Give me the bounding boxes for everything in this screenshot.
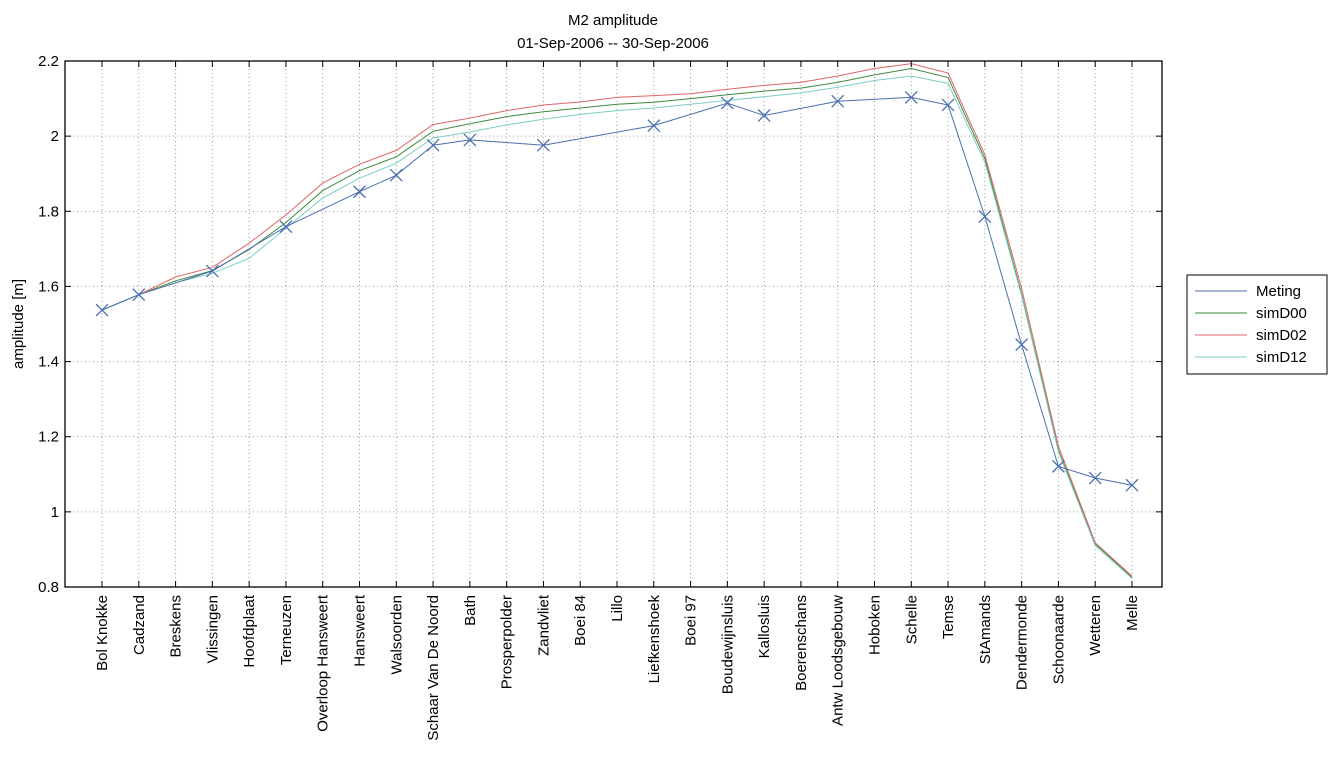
data-point-Meting (463, 133, 477, 147)
data-point-Meting (353, 185, 366, 199)
x-tick-label: Boerenschans (793, 595, 810, 691)
marker-stroke (536, 138, 550, 152)
marker-stroke (279, 220, 293, 234)
data-point-Meting (205, 264, 219, 278)
y-tick-label: 1.2 (38, 429, 59, 446)
y-tick-label: 1 (51, 504, 59, 521)
marker-stroke (132, 288, 146, 302)
data-point-Meting (831, 94, 845, 108)
x-tick-label: Liefkenshoek (646, 595, 663, 684)
y-axis-ticks: 0.8 1 1.2 1.4 1.6 1.8 2 2.2 (38, 53, 1162, 596)
x-tick-label: Cadzand (131, 595, 148, 655)
marker-stroke (426, 138, 440, 152)
x-tick-label: Schelle (903, 595, 920, 644)
marker-stroke (463, 133, 477, 147)
x-tick-label: Wetteren (1087, 595, 1104, 656)
legend-label-simD00: simD00 (1256, 305, 1307, 322)
x-tick-label: Hansweert (352, 594, 369, 667)
marker-stroke (904, 90, 918, 104)
x-tick-label: Vlissingen (204, 595, 221, 663)
x-tick-label: Boei 97 (683, 595, 700, 646)
legend: Meting simD00 simD02 simD12 (1186, 274, 1328, 375)
marker-stroke (389, 168, 403, 182)
marker-stroke (1088, 471, 1102, 485)
data-point-Meting (941, 98, 955, 112)
chart-subtitle: 01-Sep-2006 -- 30-Sep-2006 (517, 35, 709, 52)
data-point-Meting (904, 90, 918, 104)
marker-stroke (1125, 478, 1139, 492)
x-tick-label: Prosperpolder (499, 595, 516, 689)
x-tick-label: Terneuzen (278, 595, 295, 665)
x-tick-label: Overloop Hansweert (315, 594, 332, 732)
x-tick-label: StAmands (977, 595, 994, 664)
legend-label-simD02: simD02 (1256, 327, 1307, 344)
y-tick-label: 1.4 (38, 354, 59, 371)
data-point-Meting (95, 303, 109, 317)
series-lines (101, 63, 1133, 579)
data-point-Meting (536, 138, 550, 152)
data-point-Meting (1088, 471, 1102, 485)
y-axis-label: amplitude [m] (10, 279, 27, 369)
marker-stroke (720, 96, 734, 110)
series-line-simD12 (101, 75, 1133, 579)
x-tick-label: Bol Knokke (94, 595, 111, 671)
data-point-Meting (389, 168, 403, 182)
x-tick-label: Antw Loodsgebouw (830, 595, 847, 726)
series-line-simD02 (101, 63, 1133, 577)
data-point-Meting (757, 109, 771, 122)
y-tick-label: 0.8 (38, 579, 59, 596)
grid-lines (65, 61, 1162, 587)
x-tick-label: Breskens (168, 595, 185, 658)
chart-title: M2 amplitude (568, 12, 658, 29)
plot-frame (64, 60, 1163, 588)
marker-stroke (205, 264, 219, 278)
data-point-Meting (279, 220, 293, 234)
y-tick-label: 1.6 (38, 278, 59, 295)
data-point-Meting (1015, 338, 1029, 352)
series-line-Meting (101, 96, 1133, 486)
legend-label-simD12: simD12 (1256, 349, 1307, 366)
y-tick-label: 2 (51, 128, 59, 145)
data-point-Meting (1125, 478, 1139, 492)
marker-stroke (353, 185, 366, 199)
marker-stroke (1015, 338, 1029, 352)
x-tick-label: Zandvliet (535, 594, 552, 656)
x-axis-ticks: Bol Knokke Cadzand Breskens Vlissingen Hoofd… (94, 61, 1141, 741)
x-tick-label: Schoonaarde (1050, 595, 1067, 684)
data-point-Meting (132, 288, 146, 302)
y-tick-label: 2.2 (38, 53, 59, 70)
data-point-Meting (647, 119, 661, 133)
marker-stroke (757, 109, 771, 122)
marker-stroke (941, 98, 955, 112)
x-tick-label: Bath (462, 595, 479, 626)
data-point-Meting (1051, 459, 1065, 473)
x-tick-label: Kallosluis (756, 595, 773, 658)
data-point-Meting (426, 138, 440, 152)
x-tick-label: Walsoorden (388, 595, 405, 674)
legend-label-Meting: Meting (1256, 283, 1301, 300)
x-tick-label: Hoofdplaat (241, 594, 258, 667)
data-point-Meting (720, 96, 734, 110)
y-tick-label: 1.8 (38, 203, 59, 220)
x-tick-label: Boei 84 (572, 595, 589, 646)
x-tick-label: Boudewijnsluis (719, 595, 736, 694)
data-markers (95, 90, 1139, 492)
x-tick-label: Schaar Van De Noord (425, 595, 442, 741)
marker-stroke (95, 303, 109, 317)
series-line-simD00 (101, 67, 1133, 578)
x-tick-label: Lillo (609, 595, 626, 622)
x-tick-label: Temse (940, 595, 957, 639)
marker-stroke (1051, 459, 1065, 473)
marker-stroke (831, 94, 845, 108)
x-tick-label: Hoboken (867, 595, 884, 655)
data-point-Meting (978, 210, 992, 224)
marker-stroke (647, 119, 661, 133)
marker-stroke (978, 210, 992, 224)
x-tick-label: Dendermonde (1014, 595, 1031, 690)
x-tick-label: Melle (1124, 595, 1141, 631)
plot-area (65, 61, 1162, 587)
